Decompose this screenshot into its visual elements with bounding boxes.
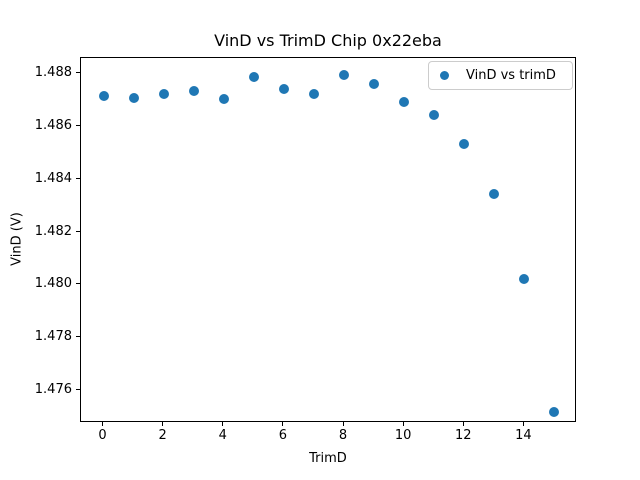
y-tick-label: 1.480 xyxy=(34,276,72,292)
y-tick-label: 1.486 xyxy=(34,117,72,133)
x-tick-label: 4 xyxy=(218,428,227,443)
data-point xyxy=(278,83,289,94)
x-tick-label: 8 xyxy=(338,428,348,443)
data-point xyxy=(429,109,440,120)
data-point xyxy=(519,273,530,284)
data-point xyxy=(369,79,380,90)
x-tick-label: 14 xyxy=(515,428,532,443)
legend-label: VinD vs trimD xyxy=(466,68,556,83)
x-tick-mark xyxy=(222,422,224,426)
y-tick-mark xyxy=(76,177,80,179)
y-tick-label: 1.488 xyxy=(34,64,72,80)
legend: VinD vs trimD xyxy=(428,61,573,90)
data-point xyxy=(489,189,500,200)
data-point xyxy=(128,92,139,103)
x-axis-label: TrimD xyxy=(309,451,347,466)
y-tick-label: 1.476 xyxy=(34,382,72,398)
data-point xyxy=(339,70,350,81)
plot-area: VinD vs trimD xyxy=(80,57,576,422)
y-tick-mark xyxy=(76,389,80,391)
y-tick-label: 1.484 xyxy=(34,170,72,186)
data-point xyxy=(399,96,410,107)
x-tick-label: 12 xyxy=(454,428,472,443)
y-tick-mark xyxy=(76,336,80,338)
chart-title: VinD vs TrimD Chip 0x22eba xyxy=(214,31,442,50)
y-tick-mark xyxy=(76,283,80,285)
data-point xyxy=(549,406,560,417)
data-point xyxy=(459,139,470,150)
data-point xyxy=(98,90,109,101)
y-axis-label: VinD (V) xyxy=(9,212,25,266)
data-point xyxy=(308,89,319,100)
y-tick-label: 1.478 xyxy=(34,329,72,345)
y-tick-label: 1.482 xyxy=(34,223,72,239)
y-tick-mark xyxy=(76,124,80,126)
data-point xyxy=(188,86,199,97)
x-tick-mark xyxy=(402,422,404,426)
y-tick-mark xyxy=(76,230,80,232)
x-tick-mark xyxy=(522,422,524,426)
x-tick-mark xyxy=(462,422,464,426)
x-tick-mark xyxy=(282,422,284,426)
x-tick-mark xyxy=(162,422,164,426)
data-point xyxy=(248,72,259,83)
y-tick-mark xyxy=(76,71,80,73)
x-tick-label: 0 xyxy=(98,428,107,443)
x-tick-mark xyxy=(102,422,104,426)
x-tick-label: 10 xyxy=(394,428,412,443)
legend-marker-icon xyxy=(440,71,449,80)
data-point xyxy=(218,94,229,105)
x-tick-label: 6 xyxy=(278,428,288,443)
x-tick-label: 2 xyxy=(158,428,167,443)
data-point xyxy=(158,89,169,100)
x-tick-mark xyxy=(342,422,344,426)
